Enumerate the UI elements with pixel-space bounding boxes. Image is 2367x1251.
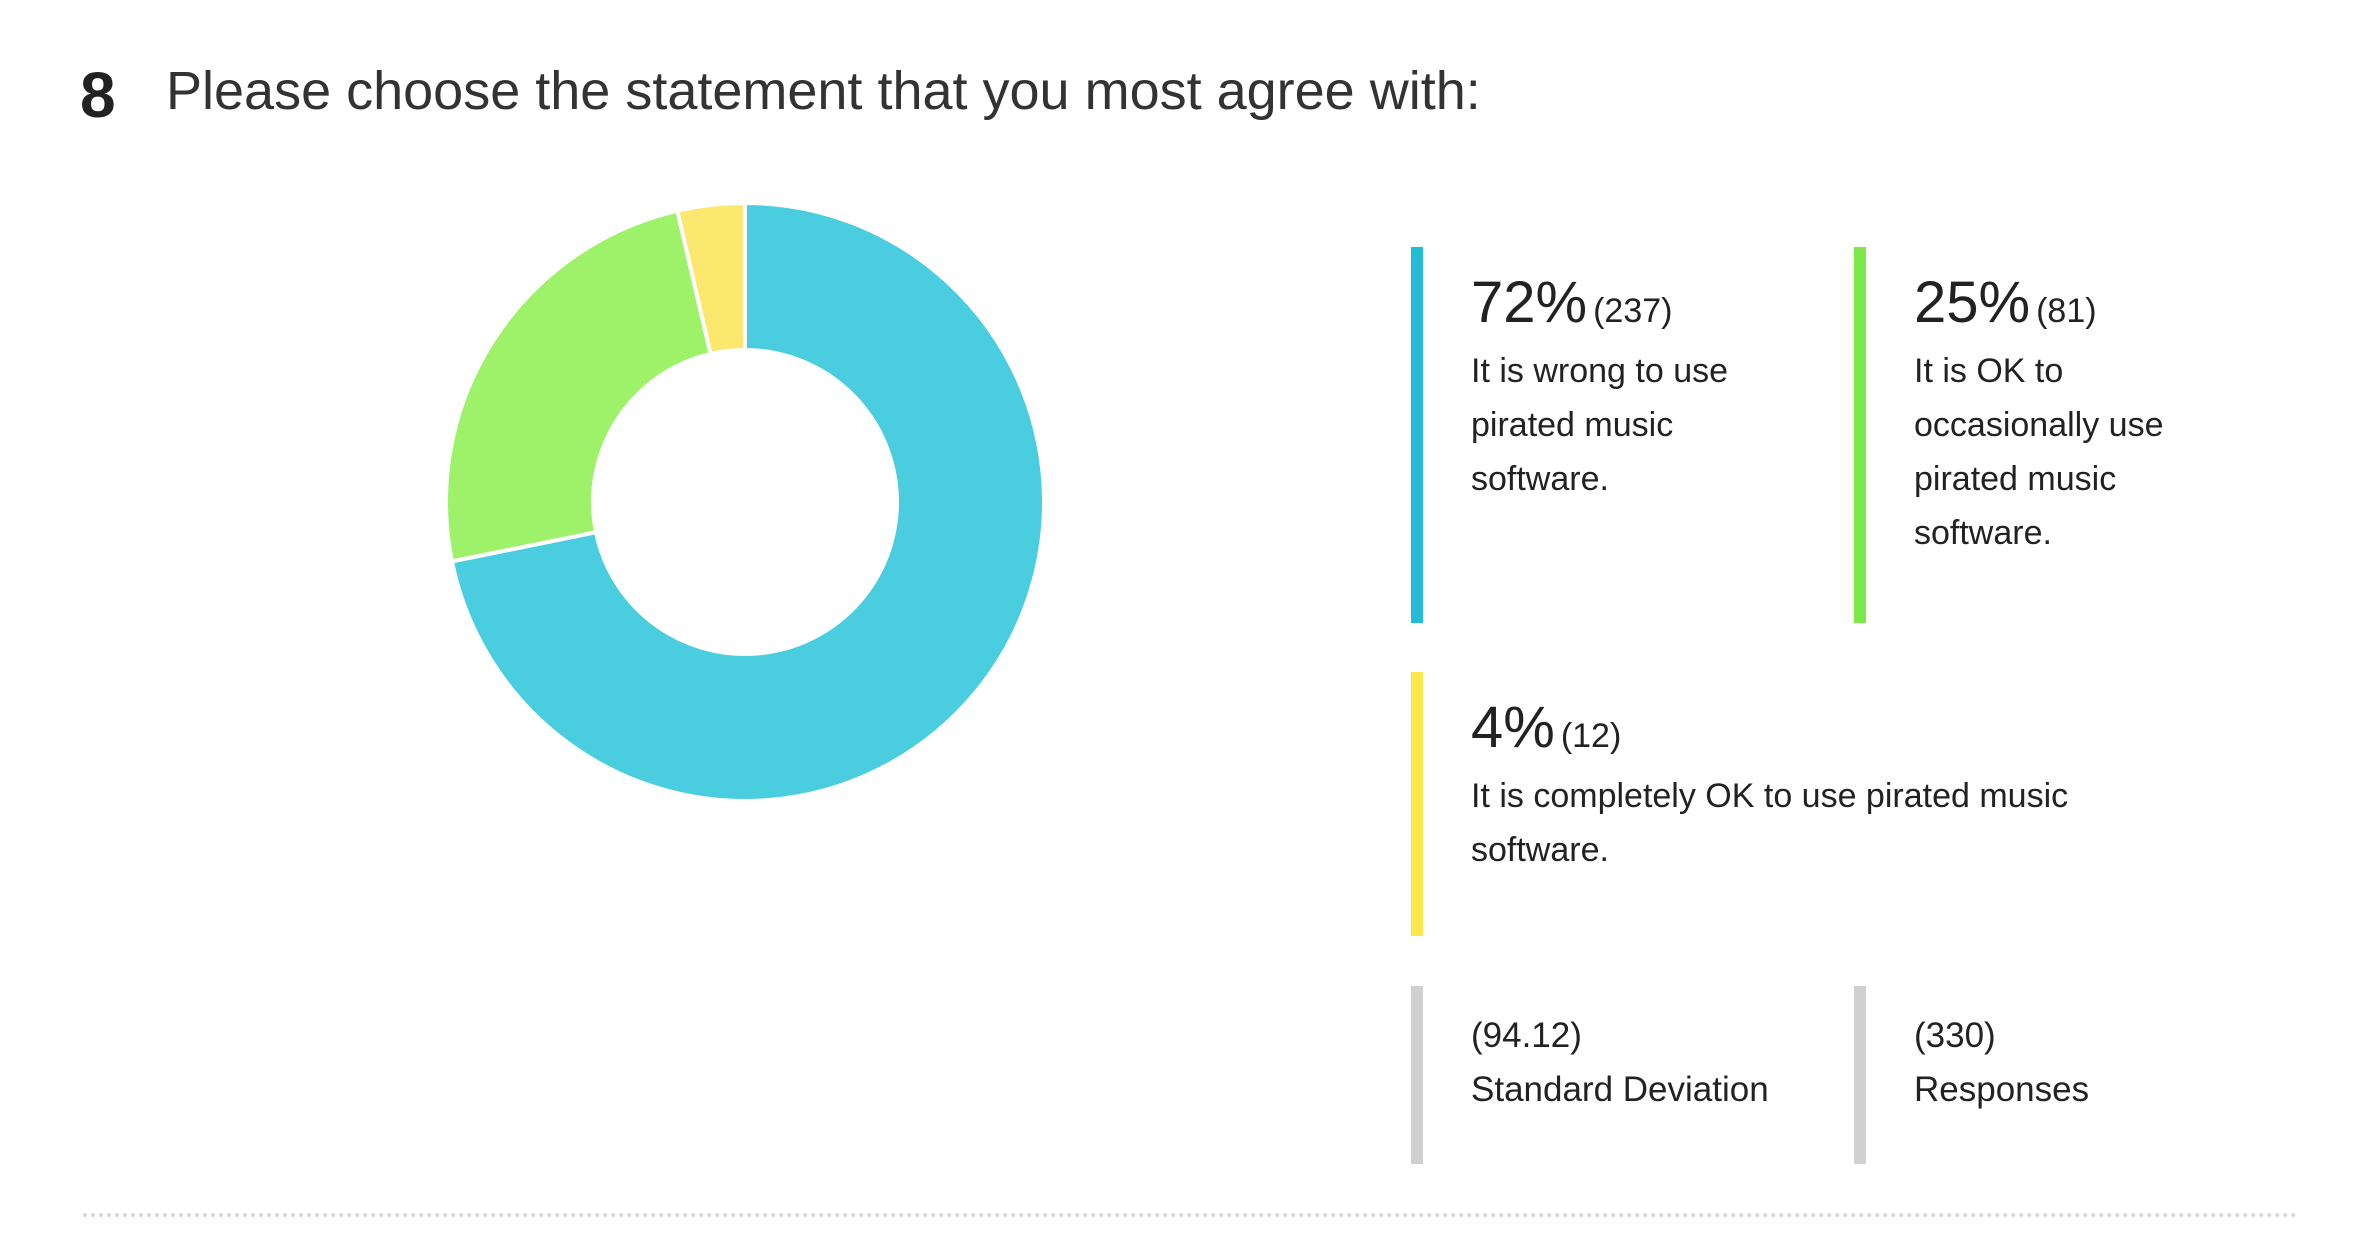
stat-item: (94.12) Standard Deviation: [1471, 1009, 1831, 1117]
percent-label: 72%: [1471, 270, 1588, 335]
legend-header: 4% (12): [1471, 694, 2171, 761]
question-number: 8: [80, 59, 116, 131]
legend-bar: [1411, 247, 1423, 623]
legend-header: 25% (81): [1914, 269, 2244, 336]
stat-bar: [1854, 986, 1866, 1164]
legend-header: 72% (237): [1471, 269, 1801, 336]
stat-value: (94.12): [1471, 1016, 1582, 1055]
legend-label: It is OK to occasionally use pirated mus…: [1914, 352, 2164, 552]
donut-slice: [449, 200, 1046, 803]
count-label: (81): [2036, 292, 2097, 330]
donut-slice: [444, 208, 713, 564]
legend-item: 25% (81) It is OK to occasionally use pira…: [1914, 269, 2244, 560]
stat-bar: [1411, 986, 1423, 1164]
percent-label: 25%: [1914, 270, 2031, 335]
stat-value: (330): [1914, 1016, 1996, 1055]
stat-item: (330) Responses: [1914, 1009, 2274, 1117]
percent-label: 4%: [1471, 695, 1555, 760]
count-label: (237): [1593, 292, 1673, 330]
legend-label: It is completely OK to use pirated music…: [1471, 777, 2069, 869]
stat-label: Responses: [1914, 1070, 2090, 1109]
legend-item: 72% (237) It is wrong to use pirated music…: [1471, 269, 1801, 506]
legend-bar: [1854, 247, 1866, 623]
legend-bar: [1411, 672, 1423, 936]
separator: [83, 1213, 2298, 1217]
stat-label: Standard Deviation: [1471, 1070, 1769, 1109]
donut-chart: [444, 200, 1046, 803]
count-label: (12): [1560, 717, 1622, 755]
legend-item: 4% (12) It is completely OK to use pirated…: [1471, 694, 2171, 877]
legend-label: It is wrong to use pirated music softwar…: [1471, 352, 1729, 498]
question-title: Please choose the statement that you mos…: [166, 61, 1481, 121]
donut-slice: [674, 200, 747, 357]
